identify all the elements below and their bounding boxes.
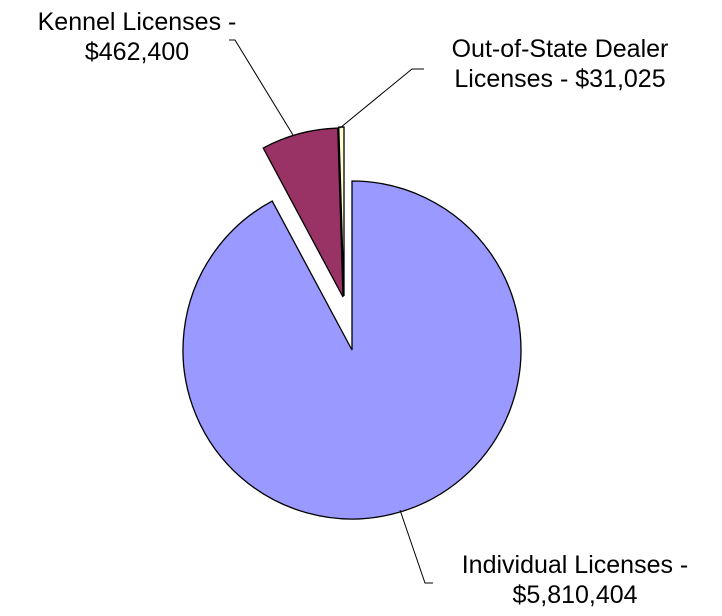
leader-lines-layer — [229, 39, 433, 584]
slice-label-line: Out-of-State Dealer — [452, 35, 669, 63]
slice-label-individual-licenses: Individual Licenses -$5,810,404 — [462, 551, 689, 609]
slices-layer — [182, 126, 522, 520]
leader-line-individual-licenses — [399, 509, 433, 584]
slice-label-line: Licenses - $31,025 — [454, 65, 665, 93]
pie-slice-kennel-licenses — [262, 127, 344, 298]
slice-label-line: $462,400 — [85, 38, 189, 66]
pie-slice-individual-licenses — [182, 180, 522, 520]
slice-label-out-of-state-dealer-licenses: Out-of-State Dealer Licenses - $31,025 — [452, 35, 669, 93]
leader-line-kennel-licenses — [229, 39, 294, 136]
slice-label-line: Kennel Licenses - — [38, 8, 237, 36]
leader-line-out-of-state-dealer-licenses — [339, 68, 424, 129]
slice-label-line: $5,810,404 — [512, 581, 637, 609]
slice-label-line: Individual Licenses - — [462, 551, 689, 579]
labels-layer: Individual Licenses -$5,810,404 Kennel Li… — [38, 8, 689, 609]
slice-label-kennel-licenses: Kennel Licenses -$462,400 — [38, 8, 237, 66]
